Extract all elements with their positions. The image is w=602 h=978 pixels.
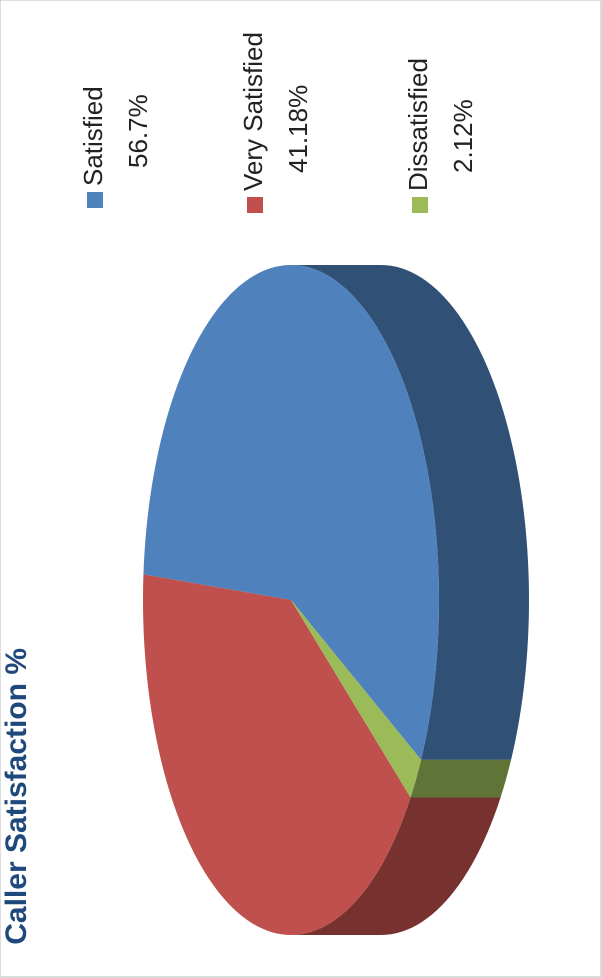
legend-swatch: [412, 197, 428, 213]
legend-label: Satisfied: [78, 86, 108, 186]
chart-body: Caller Satisfaction % Satisfied 56.7% Very…: [0, 32, 529, 945]
data-label: 56.7%: [123, 94, 153, 168]
slice: [143, 265, 439, 760]
data-label: 2.12%: [448, 99, 478, 173]
slice: [143, 574, 411, 935]
slice: [291, 600, 422, 798]
data-label: 41.18%: [283, 85, 313, 173]
slice-side: [291, 265, 529, 760]
slice-side: [291, 797, 501, 935]
chart-title: Caller Satisfaction %: [0, 648, 33, 945]
legend-swatch: [87, 192, 103, 208]
legend-label: Very Satisfied: [238, 32, 268, 191]
slice-side: [410, 759, 512, 798]
legend-label: Dissatisfied: [403, 58, 433, 191]
legend-swatch: [247, 197, 263, 213]
